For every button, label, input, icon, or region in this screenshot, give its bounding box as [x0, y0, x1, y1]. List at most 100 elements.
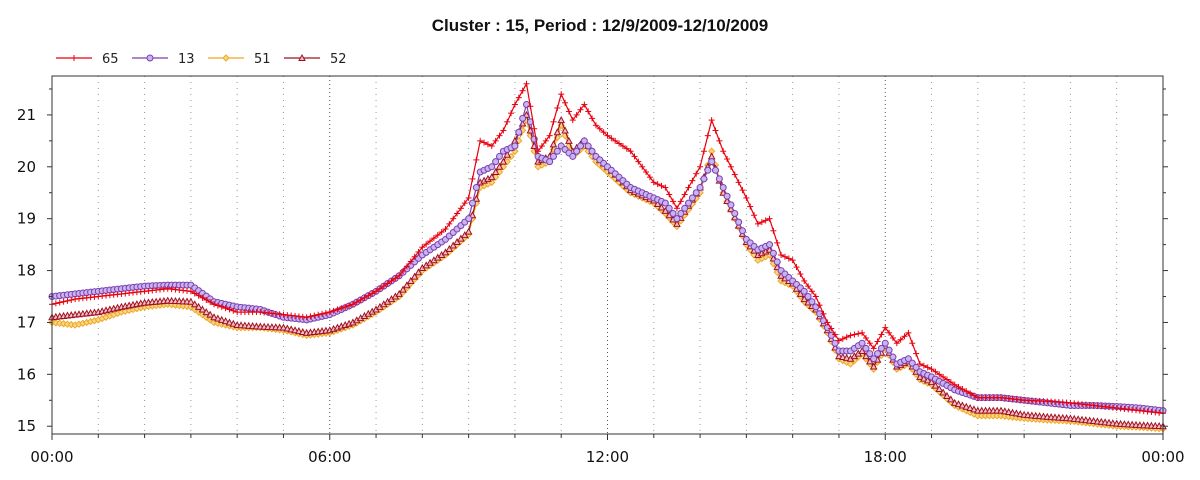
data-point: [869, 362, 878, 370]
data-point: [190, 300, 199, 308]
data-point: [859, 329, 866, 336]
data-point: [828, 325, 835, 332]
data-point: [789, 257, 796, 264]
data-point: [427, 238, 434, 245]
data-point: [769, 249, 777, 257]
data-point: [893, 340, 900, 347]
data-point: [64, 297, 71, 304]
data-point: [146, 54, 154, 62]
data-point: [496, 132, 503, 139]
grid: [97, 76, 1118, 434]
series-group: [48, 80, 1167, 433]
data-point: [465, 215, 473, 223]
data-point: [954, 400, 963, 408]
data-point: [940, 373, 947, 380]
data-point: [500, 127, 507, 134]
data-point: [460, 231, 469, 239]
data-point: [955, 383, 962, 390]
data-point: [357, 296, 364, 303]
data-point: [866, 340, 873, 347]
legend-item-51: 51: [208, 52, 271, 67]
data-point: [60, 298, 67, 305]
data-point: [793, 264, 800, 271]
data-point: [646, 174, 653, 181]
data-point: [805, 283, 812, 290]
data-point: [577, 106, 584, 113]
data-point: [751, 212, 758, 219]
data-point: [400, 267, 407, 274]
data-point: [499, 157, 508, 165]
data-point: [492, 137, 499, 144]
data-point: [472, 184, 480, 192]
data-point: [307, 313, 314, 320]
data-point: [724, 156, 731, 163]
legend-label: 51: [254, 52, 271, 67]
data-point: [535, 148, 542, 155]
legend-label: 65: [102, 52, 119, 67]
data-point: [588, 147, 596, 155]
data-point: [619, 143, 626, 150]
data-point: [326, 309, 333, 316]
data-point: [688, 194, 696, 202]
data-point: [693, 170, 700, 177]
data-point: [349, 301, 356, 308]
data-point: [464, 227, 473, 235]
data-point: [403, 263, 410, 270]
data-point: [623, 145, 630, 152]
data-point: [723, 192, 731, 200]
data-point: [704, 166, 712, 174]
data-point: [731, 209, 739, 217]
data-point: [735, 218, 743, 226]
data-point: [511, 101, 518, 108]
data-point: [604, 132, 611, 139]
data-point: [958, 401, 967, 409]
data-point: [936, 371, 943, 378]
data-point: [279, 323, 288, 331]
data-point: [561, 126, 569, 134]
data-point: [484, 141, 491, 148]
data-point: [56, 299, 63, 306]
data-point: [596, 125, 603, 132]
data-point: [283, 324, 292, 332]
data-point: [827, 331, 835, 339]
data-point: [495, 162, 504, 170]
data-point: [712, 127, 719, 134]
data-point: [538, 143, 545, 150]
data-point: [862, 335, 869, 342]
data-point: [727, 163, 734, 170]
data-point: [195, 292, 202, 299]
data-point: [550, 118, 557, 125]
data-point: [419, 244, 426, 251]
data-point: [808, 288, 815, 295]
data-point: [689, 177, 696, 184]
data-point: [754, 220, 761, 227]
data-point: [380, 283, 387, 290]
data-point: [569, 152, 577, 160]
data-point: [523, 80, 530, 87]
data-point: [708, 158, 716, 166]
data-point: [68, 296, 75, 303]
data-point: [214, 314, 222, 322]
data-point: [855, 330, 862, 337]
data-point: [369, 290, 376, 297]
data-point: [315, 311, 322, 318]
data-point: [700, 148, 707, 155]
legend: 65 13 51 52: [56, 52, 347, 67]
data-point: [187, 288, 194, 295]
data-point: [715, 175, 723, 183]
data-point: [851, 331, 858, 338]
data-point: [685, 184, 692, 191]
data-point: [342, 303, 349, 310]
data-point: [735, 179, 742, 186]
data-point: [573, 111, 580, 118]
data-point: [924, 364, 931, 371]
data-point: [970, 392, 977, 399]
data-point: [866, 350, 874, 358]
data-point: [365, 292, 372, 299]
data-point: [303, 314, 310, 321]
data-point: [546, 132, 553, 139]
data-point: [862, 344, 870, 352]
data-point: [832, 331, 839, 338]
data-point: [298, 327, 307, 335]
data-point: [616, 140, 623, 147]
